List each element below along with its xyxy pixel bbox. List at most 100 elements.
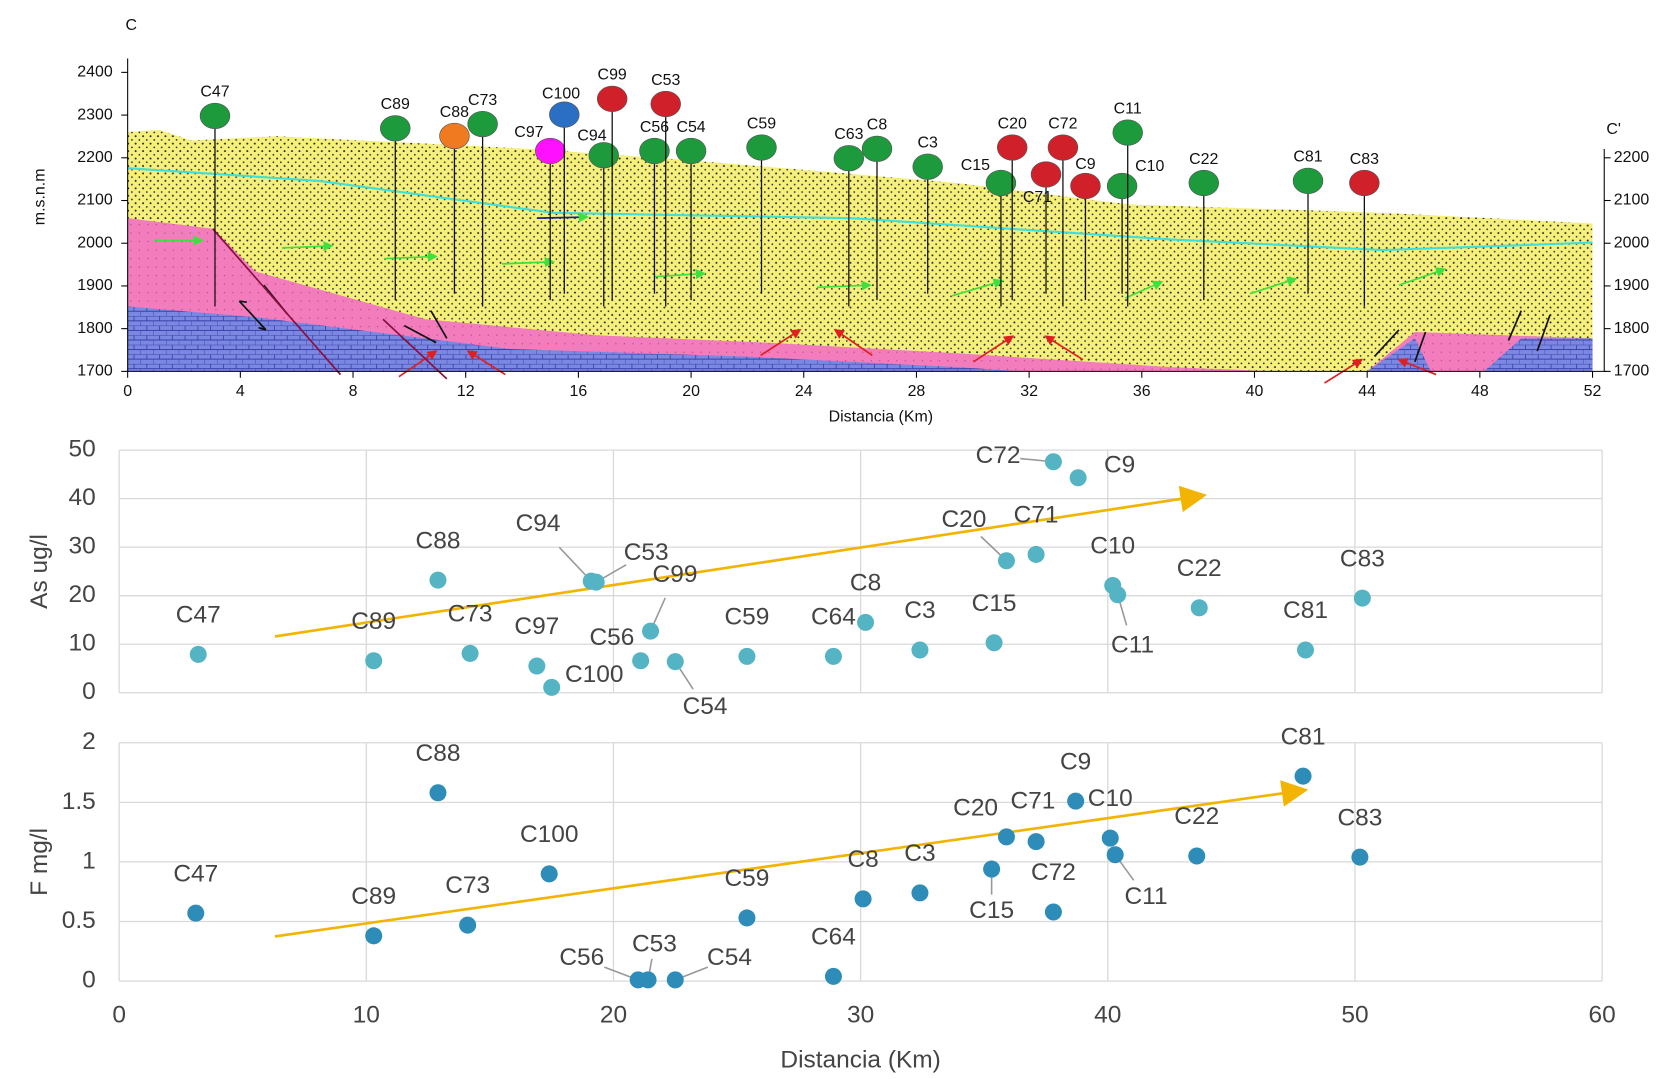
well-head bbox=[1292, 167, 1324, 194]
data-point bbox=[1027, 833, 1045, 851]
y2-tick-label: 1900 bbox=[1614, 277, 1650, 294]
data-point bbox=[983, 860, 1001, 878]
point-label: C99 bbox=[653, 561, 698, 588]
data-point bbox=[1294, 767, 1312, 785]
y-tick-label: 2300 bbox=[77, 106, 113, 123]
point-label: C8 bbox=[847, 846, 878, 873]
point-label: C53 bbox=[624, 539, 669, 566]
well-head bbox=[746, 134, 777, 161]
y-tick-label: 2400 bbox=[77, 64, 113, 81]
y-tick-label: 1900 bbox=[77, 277, 113, 294]
well-head bbox=[535, 137, 566, 165]
point-label: C22 bbox=[1177, 555, 1222, 582]
point-label: C94 bbox=[516, 510, 561, 537]
x-tick-label: 16 bbox=[570, 383, 588, 400]
data-point bbox=[997, 552, 1015, 570]
x-tick-label: 44 bbox=[1358, 383, 1376, 400]
well-head bbox=[861, 135, 893, 162]
well-label: C8 bbox=[867, 117, 888, 134]
point-label: C73 bbox=[445, 872, 490, 899]
y2-tick-label: 1700 bbox=[1614, 363, 1650, 380]
x-tick-label: 24 bbox=[795, 383, 813, 400]
well-label: C83 bbox=[1350, 151, 1379, 168]
point-label: C56 bbox=[559, 944, 604, 971]
well-head bbox=[1349, 169, 1380, 197]
cross-section: C C' m.s.n.m Distancia (Km) 1700 1800 1900 2000… bbox=[32, 17, 1650, 426]
y-tick-label: 2100 bbox=[77, 192, 113, 209]
point-label: C11 bbox=[1111, 631, 1154, 658]
well-head bbox=[675, 137, 707, 165]
trend-arrow bbox=[274, 485, 1207, 638]
point-label: C54 bbox=[707, 944, 752, 971]
well-label: C20 bbox=[998, 115, 1027, 132]
x-tick-label: 50 bbox=[1341, 1002, 1368, 1029]
point-label: C15 bbox=[969, 897, 1014, 924]
point-label: C11 bbox=[1125, 883, 1168, 910]
data-point bbox=[738, 647, 756, 665]
point-label: C9 bbox=[1104, 452, 1135, 479]
x-tick-label: 20 bbox=[600, 1002, 627, 1029]
data-point bbox=[1044, 903, 1062, 921]
x-tick-label: 32 bbox=[1020, 383, 1038, 400]
data-point bbox=[1351, 848, 1369, 866]
point-label: C64 bbox=[811, 923, 856, 950]
data-point bbox=[429, 571, 447, 589]
data-point bbox=[587, 573, 605, 591]
point-label: C81 bbox=[1281, 723, 1326, 750]
well-label: C88 bbox=[440, 104, 469, 121]
data-point bbox=[528, 657, 546, 675]
point-label: C88 bbox=[416, 527, 461, 554]
y-tick-label: 40 bbox=[69, 484, 96, 511]
data-point bbox=[1027, 545, 1045, 563]
data-point bbox=[1297, 641, 1315, 659]
data-point bbox=[1109, 586, 1127, 604]
well-head bbox=[467, 110, 498, 138]
y-tick-label: 0 bbox=[82, 967, 96, 994]
y-tick-label: 1700 bbox=[77, 363, 113, 380]
well-head bbox=[985, 169, 1017, 197]
point-label: C72 bbox=[976, 442, 1021, 469]
x-tick-label: 40 bbox=[1094, 1002, 1121, 1029]
data-point bbox=[857, 613, 875, 631]
well-head bbox=[380, 115, 411, 142]
y-axis-label: F mg/l bbox=[26, 828, 53, 896]
point-label: C71 bbox=[1010, 788, 1055, 815]
y2-tick-label: 2200 bbox=[1614, 149, 1650, 166]
point-label: C89 bbox=[351, 608, 396, 635]
data-point bbox=[540, 865, 558, 883]
bedrock-layer bbox=[1367, 338, 1431, 372]
well-label: C11 bbox=[1114, 100, 1142, 117]
well-label: C63 bbox=[834, 126, 863, 143]
y-tick-label: 50 bbox=[69, 436, 96, 463]
point-label: C59 bbox=[724, 603, 769, 630]
well-head bbox=[588, 142, 619, 169]
x-tick-label: 12 bbox=[457, 383, 475, 400]
point-label: C100 bbox=[565, 661, 623, 688]
data-point bbox=[189, 645, 207, 663]
y-tick-label: 20 bbox=[69, 581, 96, 608]
y-axis-label: As ug/l bbox=[26, 534, 53, 609]
water-table bbox=[127, 167, 1593, 252]
x-tick-label: 60 bbox=[1588, 1002, 1615, 1029]
well-head bbox=[1030, 161, 1062, 188]
well-head bbox=[1070, 172, 1101, 200]
trend-arrow bbox=[274, 780, 1309, 938]
well-label: C56 bbox=[640, 119, 669, 136]
data-point bbox=[1069, 469, 1087, 487]
data-point bbox=[911, 884, 929, 902]
point-label: C100 bbox=[520, 821, 578, 848]
x-tick-label: 36 bbox=[1133, 383, 1151, 400]
x-tick-label: 28 bbox=[908, 383, 926, 400]
point-label: C83 bbox=[1340, 545, 1385, 572]
x-tick-label: 0 bbox=[123, 383, 132, 400]
well-head bbox=[833, 145, 865, 172]
point-label: C53 bbox=[632, 930, 677, 957]
y2-tick-label: 1800 bbox=[1614, 320, 1650, 337]
well-head bbox=[1188, 169, 1219, 197]
x-tick-label: 40 bbox=[1246, 383, 1264, 400]
point-label: C15 bbox=[972, 590, 1017, 617]
bedrock-layer bbox=[1484, 338, 1593, 372]
data-point bbox=[365, 927, 383, 945]
